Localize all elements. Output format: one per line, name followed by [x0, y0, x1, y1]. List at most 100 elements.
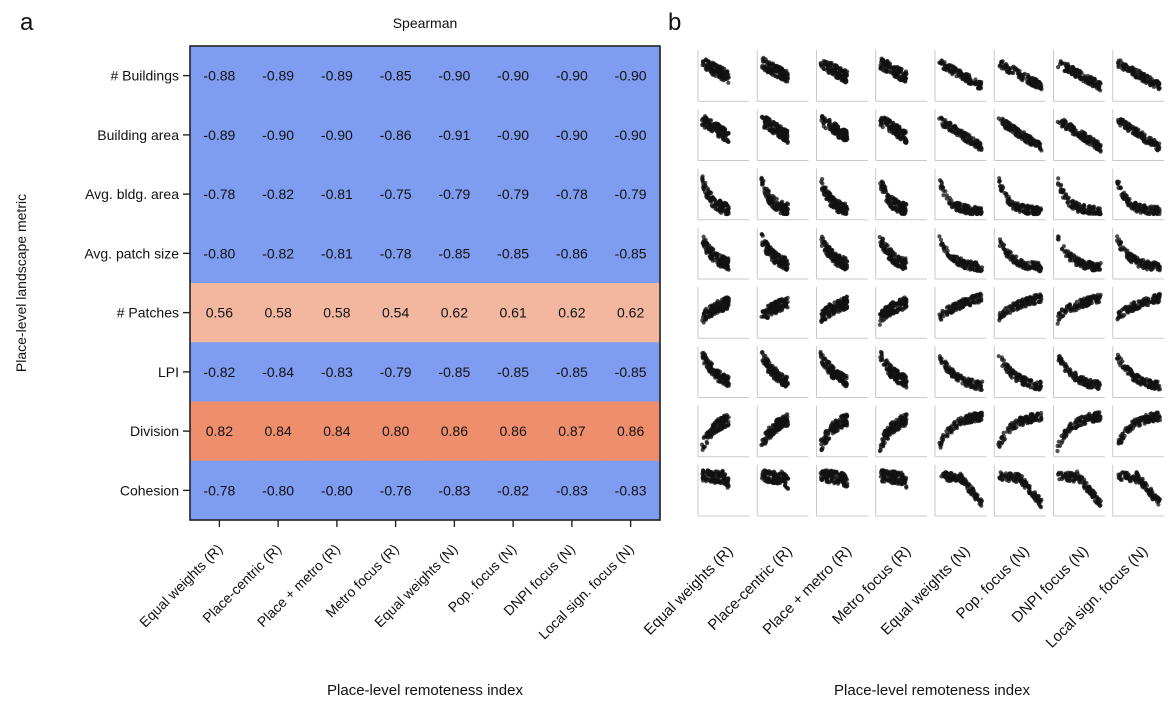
- scatter-cell: [875, 168, 927, 221]
- scatter-point: [902, 306, 907, 311]
- heatmap-value-label: 0.80: [382, 423, 409, 439]
- scatter-point: [1137, 68, 1142, 73]
- scatter-point: [1136, 204, 1141, 209]
- scatter-point: [821, 312, 827, 317]
- heatmap-value-label: -0.84: [262, 364, 294, 380]
- heatmap-value-label: 0.86: [441, 423, 468, 439]
- scatter-point: [819, 186, 825, 191]
- scatter-cell: [1053, 168, 1105, 221]
- scatter-point: [1065, 66, 1070, 71]
- scatter-point: [900, 266, 906, 272]
- heatmap-cell: [307, 401, 367, 462]
- scatter-point: [1002, 242, 1007, 248]
- scatter-point: [707, 190, 713, 195]
- heatmap-value-label: -0.82: [262, 245, 294, 261]
- scatter-point: [1010, 308, 1015, 313]
- scatter-point: [898, 66, 903, 71]
- scatter-point: [784, 134, 789, 139]
- scatter-point: [714, 128, 719, 133]
- scatter-point: [895, 200, 900, 205]
- scatter-point: [726, 206, 731, 211]
- heatmap-cell: [601, 46, 661, 106]
- heatmap-cell: [425, 46, 485, 106]
- scatter-point: [709, 70, 714, 75]
- heatmap-value-label: -0.76: [380, 482, 412, 498]
- scatter-point: [886, 251, 891, 256]
- heatmap-cell: [190, 164, 250, 225]
- scatter-point: [1139, 264, 1144, 269]
- scatter-point: [954, 74, 959, 79]
- scatter-point: [1027, 139, 1032, 145]
- scatter-point: [1089, 298, 1094, 303]
- heatmap-value-label: -0.90: [497, 68, 529, 84]
- scatter-point: [769, 199, 774, 204]
- scatter-point: [950, 304, 955, 309]
- scatter-point: [1126, 121, 1131, 126]
- scatter-point: [1118, 240, 1123, 246]
- scatter-point: [940, 241, 945, 246]
- scatter-cell: [697, 227, 750, 280]
- heatmap-cell: [483, 46, 544, 106]
- scatter-point: [1150, 139, 1155, 144]
- scatter-point: [947, 201, 952, 206]
- heatmap-cell: [190, 283, 250, 343]
- heatmap-value-label: 0.62: [441, 305, 468, 321]
- scatter-point: [1118, 117, 1123, 123]
- scatter-point: [1056, 311, 1062, 316]
- scatter-point: [958, 70, 963, 75]
- scatter-point: [1157, 266, 1162, 272]
- scatter-point: [1064, 192, 1069, 197]
- scatter-point: [770, 127, 775, 132]
- scatter-point: [1087, 209, 1092, 214]
- scatter-point: [763, 120, 769, 125]
- scatter-point: [1005, 248, 1010, 253]
- scatter-cell: [1053, 287, 1105, 339]
- scatter-point: [960, 207, 965, 212]
- scatter-point: [1016, 304, 1021, 310]
- scatter-point: [845, 207, 850, 212]
- scatter-point: [877, 322, 883, 327]
- scatter-point: [1009, 256, 1015, 261]
- scatter-point: [1028, 204, 1033, 209]
- scatter-point: [1003, 126, 1008, 131]
- scatter-point: [903, 201, 909, 206]
- scatter-point: [714, 203, 720, 208]
- heatmap-value-label: -0.81: [321, 186, 353, 202]
- scatter-point: [785, 74, 790, 79]
- scatter-point: [826, 118, 831, 123]
- scatter-point: [1089, 260, 1094, 266]
- scatter-point: [1038, 85, 1044, 90]
- scatter-point: [783, 211, 788, 216]
- scatter-point: [998, 184, 1003, 189]
- scatter-point: [828, 61, 833, 66]
- scatter-point: [1076, 133, 1081, 138]
- heatmap-cell: [425, 342, 485, 403]
- scatter-point: [973, 82, 978, 87]
- heatmap-value-label: -0.82: [262, 186, 294, 202]
- scatter-point: [719, 204, 725, 209]
- scatter-point: [1153, 80, 1159, 86]
- scatter-point: [719, 210, 724, 215]
- scatter-point: [1060, 122, 1065, 127]
- scatter-point: [1148, 142, 1153, 147]
- heatmap-cell: [425, 401, 485, 462]
- scatter-point: [891, 300, 896, 305]
- heatmap-panel: Spearman -0.88 -0.89 -0.89 -0.85 -0.90 -0.90-…: [13, 15, 661, 699]
- scatter-point: [822, 307, 828, 312]
- scatter-point: [1072, 303, 1077, 308]
- heatmap-row-label: LPI: [158, 364, 179, 380]
- heatmap-row-label: # Patches: [117, 305, 179, 321]
- scatter-point: [881, 180, 886, 185]
- scatter-point: [1036, 139, 1041, 144]
- scatter-point: [705, 241, 710, 247]
- scatter-cell: [993, 287, 1046, 339]
- scatter-point: [1030, 83, 1035, 88]
- scatter-point: [764, 246, 769, 252]
- scatter-point: [842, 137, 847, 142]
- heatmap-cell: [601, 164, 661, 225]
- scatter-point: [1058, 62, 1063, 67]
- heatmap-cell: [307, 283, 367, 343]
- scatter-point: [999, 188, 1004, 193]
- scatter-cell: [993, 50, 1046, 102]
- scatter-point: [1025, 135, 1030, 140]
